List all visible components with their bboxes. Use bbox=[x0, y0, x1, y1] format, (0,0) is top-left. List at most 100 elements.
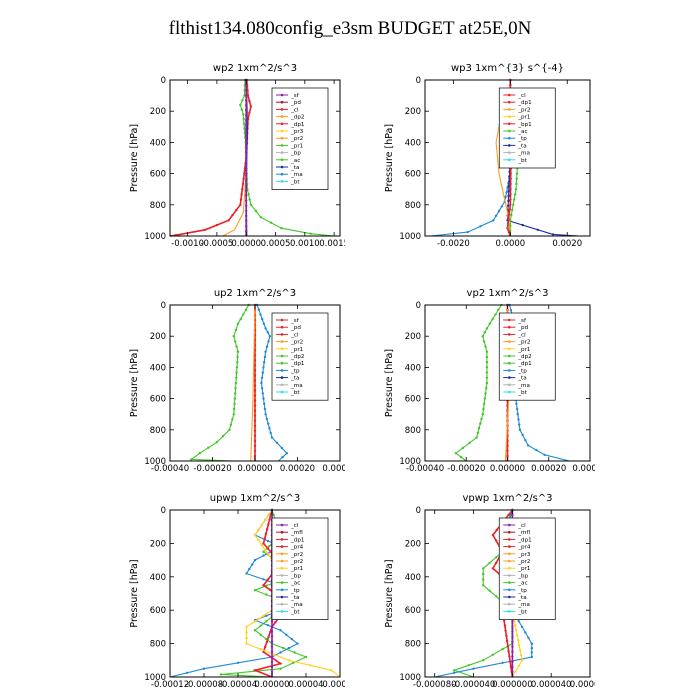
series-marker bbox=[272, 513, 275, 517]
legend-label: _dp1 bbox=[517, 537, 532, 543]
series-marker bbox=[484, 345, 487, 348]
legend-marker bbox=[280, 523, 284, 527]
plot-frame bbox=[424, 79, 591, 237]
legend-label: _bp1 bbox=[517, 122, 532, 128]
series-marker bbox=[270, 630, 274, 633]
series-marker bbox=[234, 387, 237, 390]
legend-label: _dp1 bbox=[290, 122, 305, 128]
y-tick-label: 0 bbox=[161, 76, 166, 86]
series-marker bbox=[488, 561, 491, 565]
series-marker bbox=[485, 381, 489, 385]
series-marker bbox=[215, 223, 219, 227]
legend-marker bbox=[280, 318, 284, 322]
series-marker bbox=[265, 417, 269, 421]
series-marker bbox=[245, 164, 248, 167]
series-marker bbox=[242, 177, 245, 180]
x-tick-label: 0.0020 bbox=[552, 239, 582, 249]
series-marker bbox=[253, 669, 257, 672]
series-marker bbox=[511, 655, 514, 658]
series-marker bbox=[267, 635, 270, 639]
legend-marker bbox=[507, 610, 511, 613]
series-marker bbox=[500, 205, 503, 208]
series-marker bbox=[253, 419, 257, 422]
legend-marker bbox=[280, 158, 284, 162]
series-marker bbox=[509, 309, 513, 312]
y-tick-label: 400 bbox=[150, 138, 166, 148]
legend-label: _ta bbox=[517, 595, 526, 601]
series-marker bbox=[488, 322, 491, 325]
series-marker bbox=[452, 669, 456, 672]
legend-label: _dp1 bbox=[290, 361, 305, 367]
x-tick-label: 0.0010 bbox=[290, 239, 320, 249]
series-marker bbox=[262, 584, 265, 587]
series-marker bbox=[495, 556, 498, 559]
series-marker bbox=[263, 355, 267, 359]
series-marker bbox=[260, 376, 264, 379]
legend-label: _pr4 bbox=[517, 545, 531, 551]
series-marker bbox=[506, 454, 509, 458]
series-marker bbox=[243, 172, 246, 175]
chart-title: vpwp 1xm^2/s^3 bbox=[462, 493, 552, 504]
series-marker bbox=[482, 584, 485, 587]
series-marker bbox=[253, 409, 257, 412]
x-tick-label: 0.000000 bbox=[492, 680, 533, 690]
series-marker bbox=[265, 614, 268, 617]
series-marker bbox=[530, 651, 533, 654]
series-marker bbox=[253, 558, 257, 562]
series-marker bbox=[270, 625, 274, 628]
legend-marker bbox=[280, 369, 284, 372]
series-marker bbox=[253, 444, 257, 448]
series-marker bbox=[245, 124, 248, 127]
series-marker bbox=[249, 203, 253, 206]
series-marker bbox=[292, 661, 295, 664]
series-marker bbox=[245, 636, 248, 640]
series-marker bbox=[235, 208, 238, 212]
series-marker bbox=[515, 402, 518, 405]
legend-marker bbox=[507, 354, 511, 358]
series-marker bbox=[511, 670, 514, 674]
legend-label: _bt bbox=[517, 158, 527, 164]
series-marker bbox=[508, 213, 511, 216]
series-marker bbox=[509, 198, 512, 201]
series-marker bbox=[270, 640, 274, 643]
legend-marker bbox=[280, 559, 284, 563]
series-marker bbox=[507, 190, 510, 193]
series-marker bbox=[259, 624, 262, 627]
y-tick-label: 200 bbox=[405, 107, 421, 117]
legend-marker bbox=[280, 545, 284, 548]
legend-marker bbox=[507, 325, 511, 329]
legend-marker bbox=[280, 165, 284, 169]
series-marker bbox=[204, 228, 207, 231]
series-marker bbox=[495, 561, 498, 565]
series-marker bbox=[481, 413, 484, 416]
series-marker bbox=[253, 414, 257, 417]
series-marker bbox=[468, 441, 471, 444]
legend-label: _sf bbox=[290, 318, 300, 324]
series-marker bbox=[245, 93, 248, 97]
legend-label: _cl bbox=[290, 332, 299, 338]
series-marker bbox=[511, 635, 514, 638]
y-tick-label: 200 bbox=[150, 539, 166, 549]
legend-marker bbox=[507, 115, 511, 118]
series-marker bbox=[503, 624, 507, 627]
x-tick-label: -0.00012 bbox=[151, 680, 189, 690]
series-marker bbox=[267, 523, 270, 526]
series-marker bbox=[508, 660, 512, 663]
series-marker bbox=[260, 387, 264, 390]
series-marker bbox=[491, 653, 495, 656]
series-marker bbox=[253, 429, 257, 432]
series-marker bbox=[263, 402, 266, 405]
series-marker bbox=[518, 428, 522, 431]
series-marker bbox=[228, 428, 231, 431]
series-marker bbox=[514, 670, 517, 673]
legend-marker bbox=[280, 538, 284, 541]
legend-marker bbox=[507, 574, 511, 577]
x-tick-label: 0.00040 bbox=[572, 464, 595, 474]
y-tick-label: 400 bbox=[150, 573, 166, 583]
x-tick-label: 0.0005 bbox=[261, 239, 291, 249]
series-marker bbox=[266, 539, 269, 543]
series-marker bbox=[516, 634, 519, 637]
x-tick-label: 0.00000 bbox=[490, 464, 525, 474]
series-marker bbox=[521, 433, 524, 437]
legend-marker bbox=[507, 136, 511, 140]
